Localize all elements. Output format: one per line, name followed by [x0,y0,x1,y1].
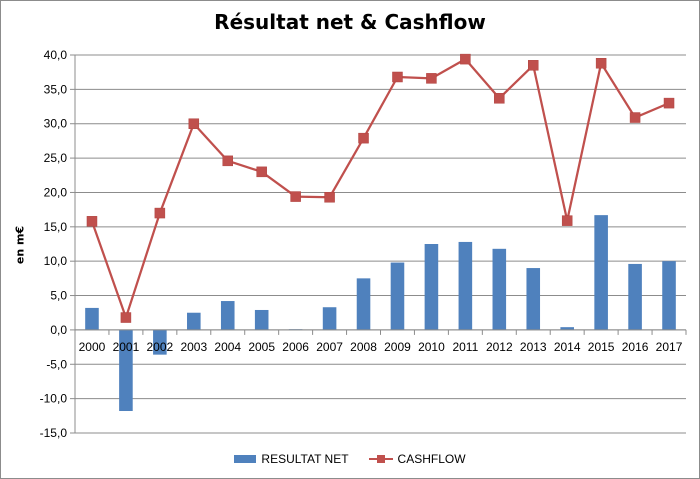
y-tick-label: 20,0 [44,185,68,199]
x-tick-label: 2009 [384,340,411,354]
chart-title: Résultat net & Cashflow [214,10,486,34]
bar-resultat-net [458,241,473,330]
line-cashflow [90,57,670,319]
marker-cashflow [290,191,301,202]
bar-resultat-net [85,307,99,330]
x-tick-label: 2015 [588,340,615,354]
marker-cashflow [663,97,675,109]
marker-cashflow [154,207,166,219]
y-tick-label: 35,0 [44,82,68,96]
bar-resultat-net [254,309,269,330]
y-tick-label: 0,0 [50,323,67,337]
x-tick-label: 2003 [180,340,207,354]
bar-resultat-net [322,307,337,330]
x-tick-label: 2017 [656,340,683,354]
y-tick-label: 25,0 [44,151,68,165]
y-tick-label: -5,0 [46,357,67,371]
x-tick-label: 2013 [520,340,547,354]
x-tick-label: 2004 [214,340,241,354]
bar-resultat-net [492,248,507,330]
y-tick-label: 30,0 [44,117,68,131]
marker-cashflow [86,216,98,227]
x-tick-label: 2012 [486,340,513,354]
marker-cashflow [358,132,369,144]
bar-resultat-net [119,329,133,412]
marker-cashflow [120,312,132,323]
bar-resultat-net [424,244,439,330]
bar-resultat-net [560,327,574,330]
y-tick-label: 5,0 [50,289,67,303]
legend-swatch-bar [234,455,257,463]
bar-resultat-net [356,278,371,330]
marker-cashflow [595,57,607,69]
x-tick-label: 2016 [622,340,649,354]
marker-cashflow [222,155,233,167]
legend-label-cashflow: CASHFLOW [397,452,466,466]
x-tick-label: 2006 [282,340,309,354]
x-tick-label: 2002 [147,340,174,354]
y-tick-label: 10,0 [44,254,68,268]
bar-resultat-net [628,263,642,330]
y-tick-label: 40,0 [44,48,68,62]
y-tick-label: -15,0 [40,426,68,440]
x-tick-label: 2014 [554,340,581,354]
marker-cashflow [629,112,641,123]
x-tick-label: 2005 [248,340,275,354]
bar-resultat-net [187,312,201,330]
legend-item-resultat-net: RESULTAT NET [234,452,349,466]
bar-resultat-net [526,268,541,330]
bar-resultat-net [662,261,676,330]
x-tick-label: 2000 [79,340,106,354]
bar-resultat-net [220,301,235,330]
bar-resultat-net [594,215,608,330]
x-tick-label: 2008 [350,340,377,354]
marker-cashflow [324,192,335,203]
y-tick-label: 15,0 [44,220,68,234]
marker-cashflow [494,93,505,104]
marker-cashflow [426,73,437,84]
legend-swatch-line [368,454,393,464]
marker-cashflow [460,53,471,65]
bar-resultat-net [153,329,167,355]
x-tick-label: 2010 [418,340,445,354]
marker-cashflow [188,118,200,129]
legend-item-cashflow: CASHFLOW [368,452,466,466]
marker-cashflow [528,60,539,71]
x-tick-label: 2007 [316,340,343,354]
marker-cashflow [561,215,573,226]
x-tick-label: 2001 [113,340,140,354]
marker-cashflow [392,71,403,83]
marker-cashflow [256,166,267,178]
legend-label-resultat-net: RESULTAT NET [261,452,349,466]
x-tick-label: 2011 [452,340,478,354]
y-tick-label: -10,0 [40,392,68,406]
legend: RESULTAT NET CASHFLOW [0,452,700,466]
bar-resultat-net [390,262,405,330]
